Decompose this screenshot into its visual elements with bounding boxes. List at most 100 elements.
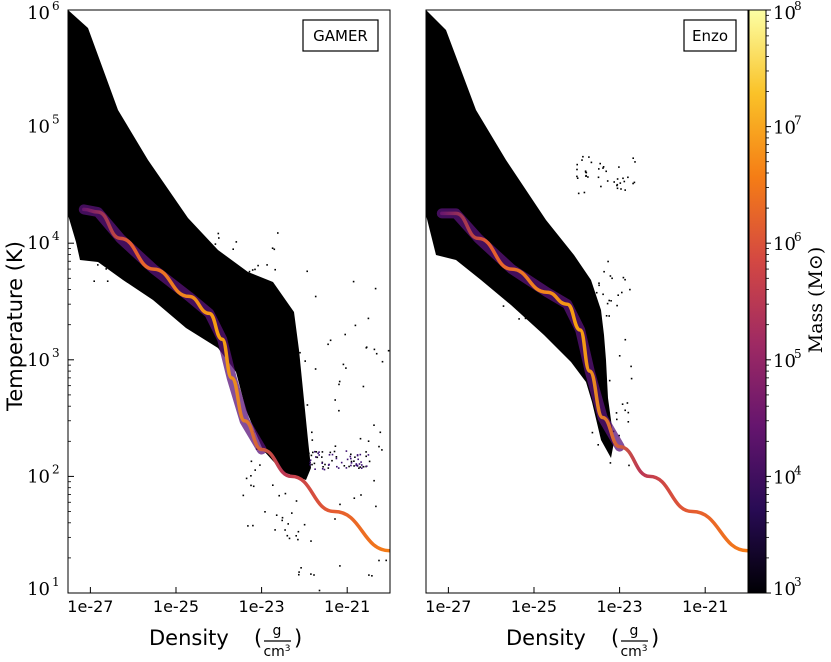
scatter-point (630, 377, 633, 380)
scatter-point (605, 170, 607, 173)
scatter-point (371, 575, 373, 577)
scatter-point (360, 467, 363, 469)
scatter-point (146, 231, 148, 234)
y-tick-exponent: 1 (52, 575, 60, 589)
scatter-point (398, 570, 400, 572)
x-tick-label: 1e-23 (597, 597, 643, 616)
y-tick-exponent: 3 (52, 346, 60, 360)
gas-distribution-enzo (426, 10, 614, 458)
scatter-point (335, 456, 338, 458)
scatter-point (595, 317, 598, 319)
scatter-point (577, 311, 580, 314)
scatter-point (264, 511, 266, 513)
scatter-point (207, 264, 210, 266)
scatter-point (368, 574, 370, 576)
x-tick-label: 1e-27 (425, 597, 471, 616)
scatter-point (562, 312, 564, 315)
scatter-point (127, 237, 130, 239)
plot-frame-gamer (67, 9, 391, 594)
scatter-point (287, 523, 289, 525)
scatter-point (365, 346, 368, 348)
scatter-point (314, 295, 317, 298)
scatter-point (183, 262, 186, 265)
scatter-point (264, 373, 267, 375)
scatter-point (327, 464, 330, 466)
scatter-point (345, 367, 347, 369)
y-axis-label: Temperature (K) (3, 241, 27, 412)
scatter-point (608, 299, 610, 302)
scatter-point (616, 178, 619, 180)
y-tick: 10 6 (27, 0, 74, 24)
scatter-point (356, 465, 359, 467)
x-tick: 1e-25 (511, 587, 557, 616)
scatter-point (355, 463, 358, 465)
scatter-point (306, 404, 309, 406)
scatter-point (408, 343, 410, 345)
scatter-point (539, 299, 541, 301)
scatter-point (616, 187, 619, 190)
scatter-point (584, 316, 587, 318)
scatter-point (605, 315, 608, 317)
panel-label-enzo: Enzo (692, 27, 728, 45)
scatter-point (600, 185, 602, 188)
scatter-point (362, 465, 365, 468)
scatter-point (297, 355, 300, 357)
scatter-point (333, 450, 336, 453)
scatter-point (249, 402, 252, 404)
scatter-point (581, 305, 584, 307)
scatter-point (101, 252, 104, 254)
scatter-point (619, 182, 622, 184)
scatter-point (249, 366, 252, 369)
scatter-point (349, 455, 352, 458)
scatter-point (314, 450, 316, 453)
x-axis-ticks-enzo: 1e-27 1e-25 1e-23 1e-21 (425, 587, 728, 616)
scatter-point (295, 345, 298, 347)
scatter-point (608, 379, 611, 382)
scatter-point (597, 310, 600, 312)
scatter-point (204, 271, 207, 274)
scatter-point (252, 421, 254, 423)
scatter-point (295, 535, 297, 537)
scatter-point (401, 401, 403, 403)
scatter-point (315, 456, 317, 458)
scatter-point (361, 464, 363, 466)
scatter-point (529, 299, 531, 302)
colorbar-tick-label: 10 (773, 467, 796, 488)
scatter-point (365, 465, 368, 467)
scatter-point (324, 463, 326, 466)
y-tick-label: 10 (27, 3, 50, 24)
scatter-point (381, 360, 384, 363)
scatter-point (334, 399, 336, 401)
scatter-point (310, 540, 312, 542)
scatter-point (241, 386, 244, 388)
scatter-point (133, 262, 136, 264)
y-tick-exponent: 4 (52, 229, 60, 243)
panel-label-gamer: GAMER (313, 27, 368, 45)
scatter-point (624, 189, 626, 191)
scatter-point (505, 278, 508, 280)
scatter-point (624, 409, 626, 412)
scatter-point (247, 525, 249, 527)
scatter-point (311, 439, 314, 441)
scatter-point (164, 257, 167, 259)
colorbar-tick: 108 (766, 0, 802, 24)
scatter-point (327, 467, 330, 469)
scatter-point (204, 255, 207, 257)
scatter-point (597, 176, 600, 179)
scatter-point (206, 274, 209, 276)
scatter-point (350, 457, 352, 460)
gas-distribution-gamer (68, 10, 311, 480)
scatter-point (339, 565, 341, 567)
scatter-point (217, 232, 220, 235)
scatter-point (245, 477, 248, 480)
scatter-point (204, 263, 207, 265)
scatter-point (297, 538, 299, 541)
scatter-point (542, 260, 545, 263)
scatter-point (214, 243, 217, 245)
scatter-point (592, 309, 594, 311)
scatter-point (621, 291, 623, 294)
scatter-point (620, 188, 622, 190)
scatter-point (500, 293, 502, 295)
colorbar-tick-label: 10 (773, 234, 796, 255)
scatter-point (203, 264, 206, 267)
